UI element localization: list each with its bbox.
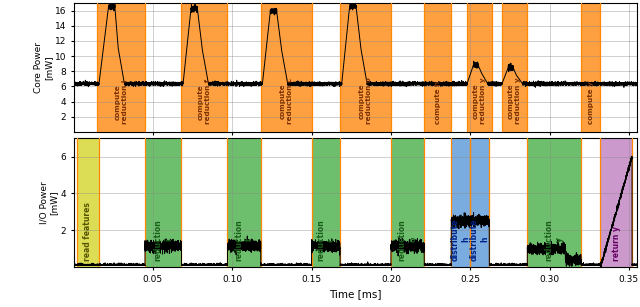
Text: distribute
h: distribute h xyxy=(451,218,470,261)
Text: compute
reduction c: compute reduction c xyxy=(280,78,292,124)
Text: reduction
c: reduction c xyxy=(316,219,335,261)
Bar xyxy=(391,138,424,267)
Text: compute
reduction o: compute reduction o xyxy=(359,78,372,124)
Y-axis label: I/O Power
[mW]: I/O Power [mW] xyxy=(40,181,59,224)
Text: reduction
i: reduction i xyxy=(154,219,173,261)
Text: distribute
h: distribute h xyxy=(470,218,490,261)
Text: reduction
o: reduction o xyxy=(398,219,417,261)
Bar xyxy=(502,3,527,132)
Bar xyxy=(451,138,470,267)
Bar xyxy=(97,3,145,132)
Text: return y: return y xyxy=(612,226,621,261)
Text: read features: read features xyxy=(83,202,92,261)
Bar xyxy=(424,3,451,132)
Bar xyxy=(581,3,600,132)
Bar xyxy=(312,138,340,267)
Text: compute
reduction y: compute reduction y xyxy=(473,78,486,124)
Text: compute
reduction i: compute reduction i xyxy=(115,80,128,124)
Bar xyxy=(261,3,312,132)
Bar xyxy=(340,3,391,132)
Text: reduction
f: reduction f xyxy=(234,219,254,261)
Bar xyxy=(227,138,261,267)
Bar xyxy=(77,138,99,267)
Bar xyxy=(182,3,227,132)
Bar xyxy=(467,3,492,132)
Text: compute h: compute h xyxy=(435,81,441,124)
Bar xyxy=(470,138,489,267)
Bar xyxy=(145,138,182,267)
Text: reduction
y: reduction y xyxy=(545,219,564,261)
X-axis label: Time [ms]: Time [ms] xyxy=(329,289,381,299)
Text: compute y: compute y xyxy=(588,81,594,124)
Text: compute
reduction f: compute reduction f xyxy=(198,79,211,124)
Bar xyxy=(527,138,581,267)
Bar xyxy=(600,138,632,267)
Text: compute
reduction y: compute reduction y xyxy=(508,78,521,124)
Y-axis label: Core Power
[mW]: Core Power [mW] xyxy=(34,42,53,93)
